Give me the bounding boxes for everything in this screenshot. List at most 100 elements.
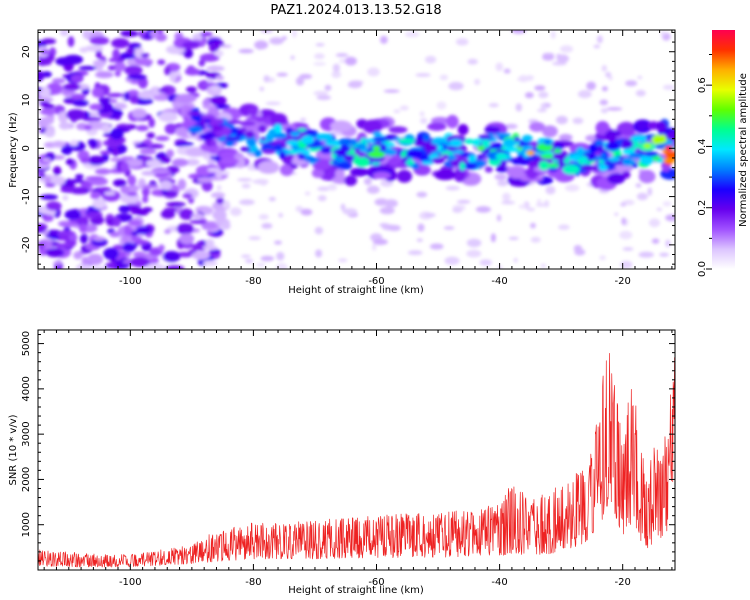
spectrogram-cell — [38, 242, 45, 250]
spectrogram-cell — [625, 80, 638, 87]
spectrogram-cell — [315, 249, 323, 258]
spectrogram-cell — [86, 253, 104, 265]
spectrogram-cell — [237, 178, 253, 182]
spectrogram-cell — [651, 135, 667, 145]
y-tick-label: 4000 — [21, 376, 32, 401]
spectrogram-cell — [665, 239, 671, 248]
spectrogram-cell — [38, 70, 45, 82]
spectrogram-cell — [630, 135, 647, 142]
spectrogram-cell — [69, 234, 78, 241]
spectrogram-cell — [197, 177, 214, 183]
spectrogram-cell — [594, 139, 604, 146]
spectrogram-cell — [405, 160, 415, 166]
spectrogram-cell — [237, 127, 247, 133]
spectrogram-cell — [467, 154, 477, 164]
spectrogram-cell — [415, 73, 431, 77]
spectrogram-cell — [297, 154, 306, 160]
spectrogram-cell — [335, 168, 345, 180]
spectrogram-cell — [159, 156, 171, 164]
spectrogram-cell — [158, 111, 178, 123]
spectrogram-cell — [637, 75, 643, 80]
spectrogram-cell — [227, 119, 242, 125]
spectrogram-cell — [211, 124, 223, 132]
spectrogram-cell — [621, 217, 626, 226]
spectrogram-cell — [201, 206, 214, 215]
spectrogram-cell — [258, 214, 269, 220]
spectrogram-cell — [44, 176, 52, 184]
spectrogram-cell — [488, 103, 499, 108]
spectrogram-cell — [622, 247, 634, 251]
spectrogram-cell — [89, 103, 103, 111]
spectrogram-cell — [601, 65, 607, 72]
spectrogram-cell — [349, 167, 370, 177]
spectrogram-cell — [511, 30, 527, 34]
spectrogram-cell — [434, 169, 456, 181]
spectrogram-cell — [317, 195, 327, 202]
spectrogram-cell — [205, 239, 215, 248]
spectrogram-cell — [513, 257, 518, 263]
spectrogram-cell — [164, 66, 171, 76]
spectrogram-cell — [145, 159, 165, 167]
spectrogram-cell — [42, 103, 55, 110]
spectrogram-cell — [552, 152, 567, 161]
spectrogram-cell — [164, 123, 178, 135]
spectrogram-cell — [605, 141, 621, 151]
spectrogram-cell — [540, 263, 547, 268]
spectrogram-cell — [84, 125, 92, 131]
spectrogram-cell — [113, 217, 121, 227]
spectrogram-cell — [69, 178, 85, 184]
spectrogram-cell — [123, 91, 130, 101]
spectrogram-cell — [606, 107, 623, 111]
spectrogram-cell — [380, 35, 388, 44]
spectrogram-cell — [372, 136, 388, 142]
spectrogram-cell — [459, 161, 466, 171]
spectrogram-cell — [275, 262, 288, 269]
spectrogram-cell — [276, 72, 288, 77]
spectrogram-cell — [179, 233, 195, 245]
spectrogram-cell — [202, 245, 218, 251]
spectrogram-frame — [37, 29, 676, 270]
spectrogram-cell — [502, 192, 511, 202]
spectrogram-cell — [59, 30, 70, 37]
spectrogram-cell — [332, 63, 340, 73]
spectrogram-cell — [639, 154, 654, 165]
spectrogram-cell — [78, 65, 97, 71]
spectrogram-cell — [304, 191, 311, 196]
spectrogram-cell — [635, 89, 646, 97]
snr-x-label: Height of straight line (km) — [288, 585, 424, 596]
spectrogram-cell — [137, 30, 146, 37]
spectrogram-cell — [372, 243, 377, 251]
spectrogram-cell — [260, 255, 274, 262]
spectrogram-cell — [588, 143, 598, 154]
spectrogram-cell — [562, 164, 580, 175]
spectrogram-cell — [525, 92, 534, 99]
spectrogram-cell — [134, 143, 149, 149]
spectrogram-cell — [131, 108, 147, 119]
spectrogram-cell — [595, 121, 610, 135]
spectrogram-cell — [92, 236, 106, 241]
spectrogram-cell — [148, 117, 155, 128]
spectrogram-cell — [419, 111, 425, 117]
spectrogram-cell — [396, 169, 413, 183]
spectrogram-cell — [118, 205, 131, 214]
spectrogram-cell — [64, 209, 82, 220]
spectrogram-cell — [292, 30, 297, 38]
spectrogram-cell — [182, 193, 193, 199]
spectrogram-cell — [70, 93, 86, 101]
spectrogram-cell — [601, 86, 608, 92]
spectrogram-cell — [201, 180, 213, 192]
spectrogram-cell — [662, 201, 672, 207]
spectrogram-cell — [342, 208, 358, 215]
spectrogram-cell — [495, 62, 504, 72]
spectrogram-cell — [453, 168, 466, 183]
spectrogram-cell — [120, 156, 131, 161]
spectrogram-cell — [404, 31, 420, 38]
spectrogram-cell — [429, 243, 444, 250]
spectrogram-cell — [248, 236, 261, 241]
colorbar-label: Normalized spectral amplitude — [738, 73, 749, 227]
spectrogram-cell — [425, 55, 437, 64]
spectrogram-cell — [427, 122, 447, 131]
spectrogram-cell — [475, 160, 487, 167]
spectrogram-cell — [268, 128, 276, 138]
spectrogram-cell — [278, 213, 284, 218]
